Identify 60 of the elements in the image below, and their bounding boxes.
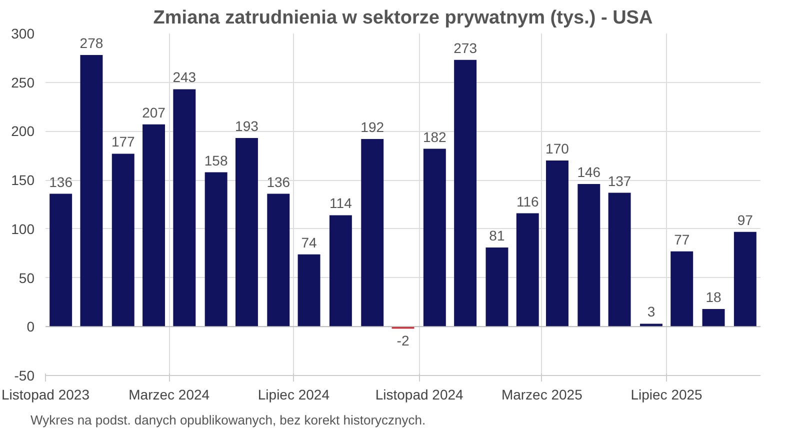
bar xyxy=(50,194,72,327)
bar xyxy=(204,172,228,327)
y-tick-label: 150 xyxy=(11,172,35,188)
bar xyxy=(702,309,725,327)
bar xyxy=(235,138,258,327)
data-label: 3 xyxy=(647,304,656,320)
data-label: 136 xyxy=(266,174,290,190)
data-label: 137 xyxy=(608,172,632,189)
y-tick-label: 200 xyxy=(11,123,35,140)
data-label: -2 xyxy=(396,332,410,349)
x-tick-label: Lipiec 2025 xyxy=(630,386,703,402)
data-label: 273 xyxy=(454,40,478,56)
data-label: 97 xyxy=(737,212,754,228)
y-tick-label: -50 xyxy=(14,368,35,384)
y-tick-label: 100 xyxy=(11,220,35,237)
data-label: 207 xyxy=(142,104,166,120)
x-tick-label: Marzec 2024 xyxy=(128,386,210,402)
data-label: 77 xyxy=(674,231,690,248)
x-tick-label: Listopad 2024 xyxy=(375,386,464,402)
data-label: 243 xyxy=(172,69,196,86)
y-tick-label: 50 xyxy=(18,270,35,286)
bar xyxy=(173,89,196,327)
data-label: 170 xyxy=(546,140,570,157)
data-label: 81 xyxy=(489,227,505,244)
x-tick-label: Lipiec 2024 xyxy=(258,386,330,402)
data-label: 18 xyxy=(706,289,722,306)
bar xyxy=(734,232,756,327)
bar xyxy=(486,247,508,327)
data-label: 158 xyxy=(204,152,228,168)
bar xyxy=(670,251,694,327)
bar xyxy=(423,148,446,327)
chart-title: Zmiana zatrudnienia w sektorze prywatnym (tys.) - USA xyxy=(153,8,653,28)
bar xyxy=(546,160,568,327)
bar xyxy=(267,194,290,327)
text: Wykres na podst. danych opublikowanych, bez korekt historycznych. xyxy=(30,412,426,428)
bar xyxy=(329,215,352,327)
bar xyxy=(361,139,384,327)
bar xyxy=(142,124,166,327)
bar xyxy=(578,184,600,327)
data-label: 177 xyxy=(111,134,136,150)
y-tick-label: 0 xyxy=(26,318,35,335)
data-label: 278 xyxy=(80,34,104,51)
bar xyxy=(608,192,631,327)
bar xyxy=(112,154,134,327)
bar xyxy=(298,254,320,327)
bar xyxy=(454,60,477,327)
y-tick-label: 250 xyxy=(11,74,35,90)
data-label: 182 xyxy=(422,128,447,145)
data-label: 114 xyxy=(330,195,352,212)
x-tick-label: Marzec 2025 xyxy=(501,386,583,402)
data-label: 146 xyxy=(577,164,601,180)
data-label: 74 xyxy=(301,234,318,250)
y-tick-label: 300 xyxy=(11,26,35,42)
bar xyxy=(80,54,103,327)
data-label: 192 xyxy=(360,119,384,136)
data-label: 136 xyxy=(49,174,73,190)
data-label: 193 xyxy=(235,118,259,134)
bar xyxy=(516,213,539,327)
x-tick-label: Listopad 2023 xyxy=(2,386,90,402)
data-label: 116 xyxy=(516,193,539,210)
